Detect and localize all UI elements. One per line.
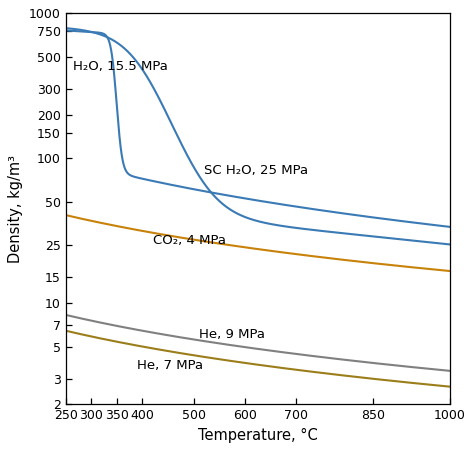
Text: He, 7 MPa: He, 7 MPa — [137, 359, 203, 372]
Text: He, 9 MPa: He, 9 MPa — [199, 327, 265, 341]
Text: SC H₂O, 25 MPa: SC H₂O, 25 MPa — [204, 164, 308, 177]
Text: H₂O, 15.5 MPa: H₂O, 15.5 MPa — [73, 60, 168, 73]
Text: CO₂, 4 MPa: CO₂, 4 MPa — [153, 234, 226, 247]
X-axis label: Temperature, °C: Temperature, °C — [198, 428, 318, 443]
Y-axis label: Density, kg/m³: Density, kg/m³ — [9, 155, 23, 263]
